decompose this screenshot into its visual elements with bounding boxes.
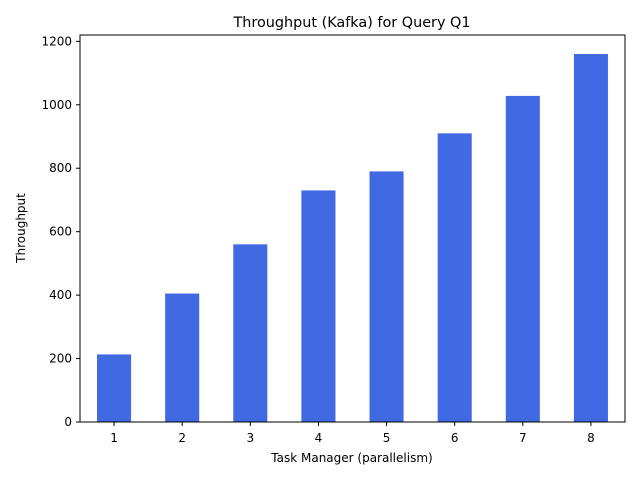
bar-8: [573, 54, 608, 422]
y-tick-label: 800: [49, 161, 72, 175]
x-axis-label: Task Manager (parallelism): [270, 451, 432, 465]
y-axis: 0 200 400 600 800 1000 1200: [41, 34, 80, 429]
bar-3: [233, 244, 268, 422]
bar-6: [437, 133, 472, 422]
x-tick-label: 6: [451, 431, 459, 445]
y-tick-label: 0: [64, 415, 72, 429]
x-axis: 1 2 3 4 5 6 7 8: [110, 422, 595, 445]
y-tick-label: 1200: [41, 34, 72, 48]
bar-2: [165, 293, 200, 422]
y-tick-label: 400: [49, 288, 72, 302]
x-tick-label: 4: [315, 431, 323, 445]
bar-1: [97, 354, 132, 422]
plot-frame: [79, 34, 626, 423]
y-tick-label: 200: [49, 352, 72, 366]
x-tick-label: 3: [246, 431, 254, 445]
x-tick-label: 2: [178, 431, 186, 445]
bar-5: [369, 171, 404, 422]
y-tick-label: 1000: [41, 98, 72, 112]
bar-7: [505, 95, 540, 423]
bar-4: [301, 190, 336, 422]
chart-title: Throughput (Kafka) for Query Q1: [232, 15, 470, 31]
y-axis-label: Throughput: [14, 193, 28, 264]
x-tick-label: 8: [587, 431, 595, 445]
x-tick-label: 5: [383, 431, 391, 445]
y-tick-label: 600: [49, 225, 72, 239]
bars-layer: [97, 54, 608, 423]
x-tick-label: 1: [110, 431, 118, 445]
x-tick-label: 7: [519, 431, 527, 445]
